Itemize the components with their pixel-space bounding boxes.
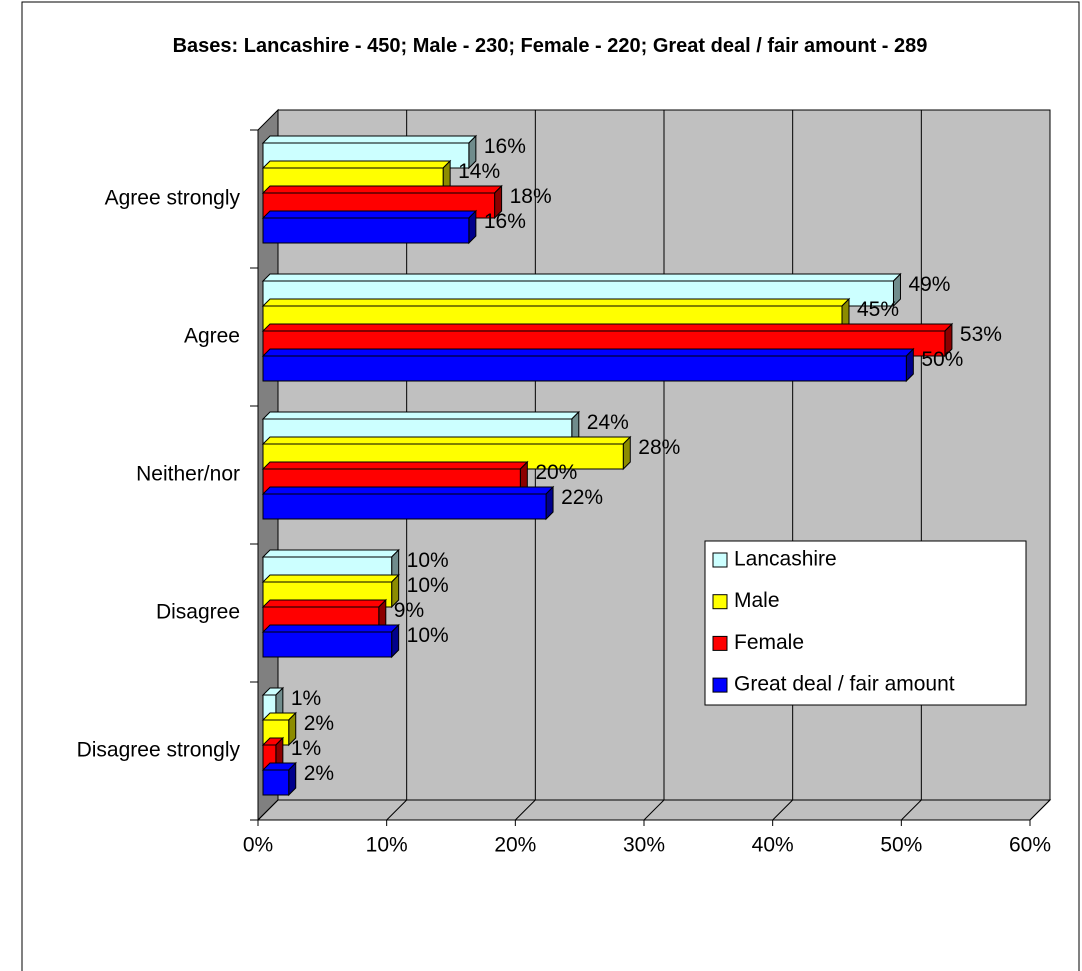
legend-swatch xyxy=(712,594,728,610)
value-label: 22% xyxy=(561,486,603,509)
value-label: 1% xyxy=(291,687,321,710)
x-tick-label: 40% xyxy=(752,834,794,857)
y-tick-label: Agree strongly xyxy=(105,187,241,210)
bar xyxy=(261,209,478,245)
bar-top xyxy=(261,461,529,470)
legend-swatch xyxy=(712,552,728,568)
y-tick-label: Disagree strongly xyxy=(77,739,241,762)
value-label: 10% xyxy=(407,624,449,647)
bar-top xyxy=(261,436,632,445)
bar-top xyxy=(261,624,400,633)
x-tick-label: 50% xyxy=(880,834,922,857)
value-label: 2% xyxy=(304,762,334,785)
bar-top xyxy=(261,486,555,495)
grid-line xyxy=(514,799,536,821)
bar-face xyxy=(262,493,547,520)
bar-face xyxy=(262,355,907,382)
value-label: 10% xyxy=(407,549,449,572)
grid-line xyxy=(772,799,794,821)
bar-top xyxy=(261,348,915,357)
legend-label: Male xyxy=(734,589,780,612)
bar-top xyxy=(261,323,954,332)
value-label: 14% xyxy=(458,160,500,183)
legend-swatch xyxy=(712,677,728,693)
legend-swatch xyxy=(712,635,728,651)
y-tick-label: Neither/nor xyxy=(136,463,240,486)
bar-face xyxy=(262,217,470,244)
value-label: 1% xyxy=(291,737,321,760)
value-label: 28% xyxy=(638,436,680,459)
bar-face xyxy=(262,631,393,658)
value-label: 9% xyxy=(394,599,424,622)
y-tick-label: Agree xyxy=(184,325,240,348)
chart-title: Bases: Lancashire - 450; Male - 230; Fem… xyxy=(172,35,928,57)
bar-top xyxy=(261,160,452,169)
x-tick-label: 20% xyxy=(494,834,536,857)
value-label: 18% xyxy=(510,185,552,208)
bar-top xyxy=(261,210,478,219)
value-label: 16% xyxy=(484,210,526,233)
x-tick-label: 10% xyxy=(366,834,408,857)
bar xyxy=(261,347,915,383)
value-label: 16% xyxy=(484,135,526,158)
legend-label: Female xyxy=(734,631,804,654)
bar-top xyxy=(261,273,902,282)
bar xyxy=(261,761,297,797)
grid-line xyxy=(1029,799,1051,821)
value-label: 24% xyxy=(587,411,629,434)
legend-label: Great deal / fair amount xyxy=(734,673,955,696)
bar-top xyxy=(261,135,478,144)
grid-line xyxy=(257,799,279,821)
x-tick-label: 0% xyxy=(243,834,273,857)
bar-top xyxy=(261,599,388,608)
legend-box xyxy=(704,540,1027,706)
value-label: 10% xyxy=(407,574,449,597)
value-label: 20% xyxy=(535,461,577,484)
bar-top xyxy=(261,411,581,420)
grid-line xyxy=(386,799,408,821)
legend-label: Lancashire xyxy=(734,548,837,571)
grid-line xyxy=(900,799,922,821)
x-tick-label: 30% xyxy=(623,834,665,857)
value-label: 53% xyxy=(960,323,1002,346)
bar xyxy=(261,623,400,659)
bar-top xyxy=(261,298,851,307)
value-label: 49% xyxy=(908,273,950,296)
bar xyxy=(261,485,555,521)
bar xyxy=(261,711,297,747)
bar-top xyxy=(261,574,400,583)
bar-top xyxy=(261,185,503,194)
value-label: 2% xyxy=(304,712,334,735)
value-label: 45% xyxy=(857,298,899,321)
y-tick-label: Disagree xyxy=(156,601,240,624)
grid-line xyxy=(643,799,665,821)
value-label: 50% xyxy=(921,348,963,371)
bar-face xyxy=(262,769,290,796)
bar-top xyxy=(261,549,400,558)
x-tick-label: 60% xyxy=(1009,834,1051,857)
